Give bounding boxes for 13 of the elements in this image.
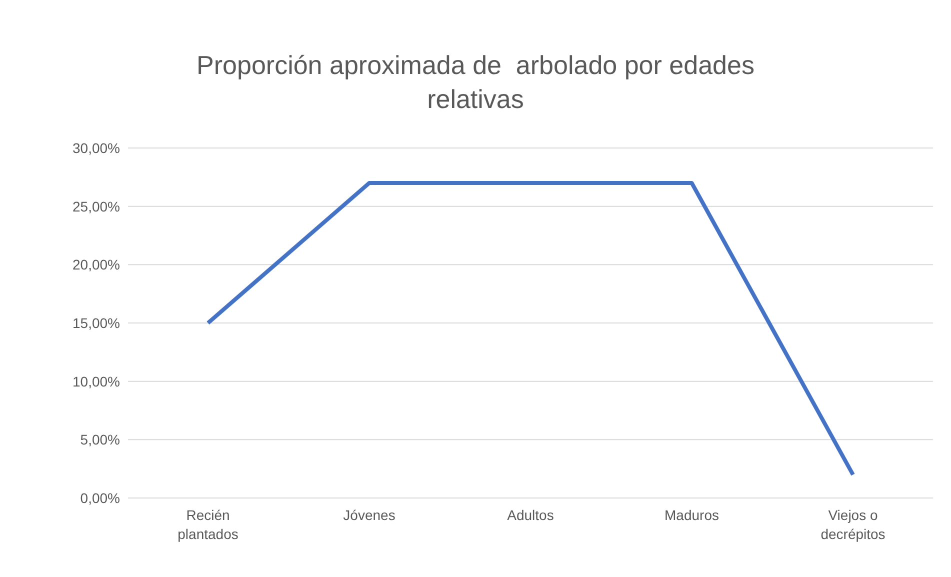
y-tick-label: 20,00%: [72, 256, 120, 273]
y-tick-label: 15,00%: [72, 314, 120, 331]
x-tick-label: Viejos o decrépitos: [820, 507, 886, 542]
x-tick-label: Maduros: [664, 507, 719, 523]
x-tick-label: Recién plantados: [178, 507, 238, 542]
chart-title: Proporción aproximada de arbolado por edades relativas: [196, 49, 756, 116]
y-tick-label: 10,00%: [72, 373, 120, 390]
x-tick-label: Adultos: [507, 507, 554, 523]
y-tick-label: 0,00%: [80, 490, 120, 506]
y-tick-label: 5,00%: [80, 432, 120, 448]
y-tick-label: 30,00%: [72, 140, 120, 156]
y-tick-label: 25,00%: [72, 198, 120, 214]
x-tick-label: Jóvenes: [343, 507, 396, 523]
